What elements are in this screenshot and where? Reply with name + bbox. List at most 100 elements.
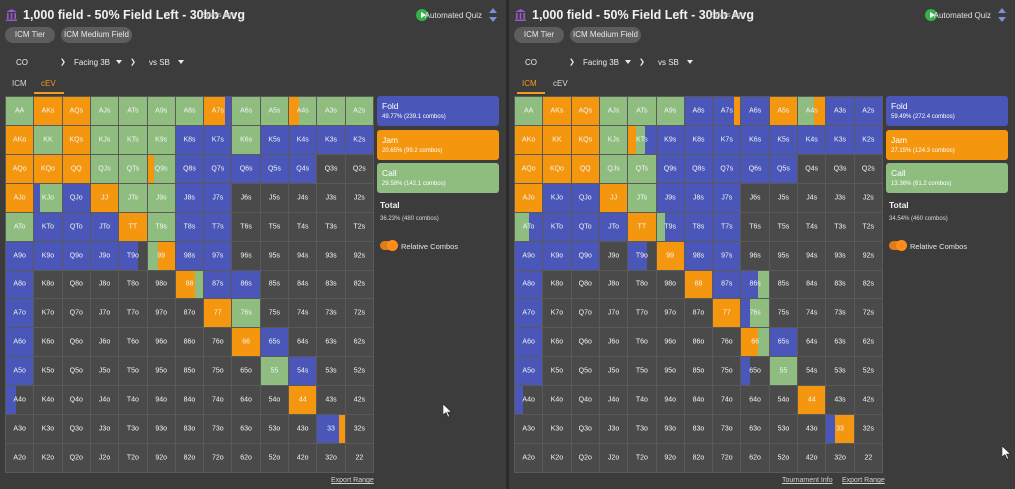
hand-cell-TT[interactable]: TT <box>119 212 147 241</box>
hand-cell-52s[interactable]: 52s <box>345 357 373 386</box>
hand-cell-85s[interactable]: 85s <box>769 270 798 299</box>
hand-cell-95s[interactable]: 95s <box>769 241 798 270</box>
hand-cell-87s[interactable]: 87s <box>713 270 741 299</box>
hand-cell-95s[interactable]: 95s <box>260 241 289 270</box>
hand-cell-A8s[interactable]: A8s <box>684 97 713 125</box>
hand-cell-A5s[interactable]: A5s <box>260 97 289 125</box>
hand-cell-A2o[interactable]: A2o <box>6 444 34 472</box>
hand-cell-J2o[interactable]: J2o <box>599 444 628 472</box>
hand-cell-J5s[interactable]: J5s <box>769 183 798 212</box>
hand-cell-J7o[interactable]: J7o <box>90 299 119 328</box>
hand-cell-Q2o[interactable]: Q2o <box>571 444 599 472</box>
hand-cell-K5s[interactable]: K5s <box>260 125 289 154</box>
hand-cell-96s[interactable]: 96s <box>232 241 260 270</box>
hand-cell-K6o[interactable]: K6o <box>543 328 571 357</box>
hand-cell-96o[interactable]: 96o <box>656 328 684 357</box>
hand-cell-55[interactable]: 55 <box>769 357 798 386</box>
hand-cell-J5o[interactable]: J5o <box>90 357 119 386</box>
hand-cell-K2s[interactable]: K2s <box>345 125 373 154</box>
hand-cell-93o[interactable]: 93o <box>656 415 684 444</box>
hand-cell-KK[interactable]: KK <box>543 125 571 154</box>
hand-cell-97s[interactable]: 97s <box>713 241 741 270</box>
hand-cell-J9o[interactable]: J9o <box>90 241 119 270</box>
hand-cell-82o[interactable]: 82o <box>175 444 204 472</box>
hand-cell-A5s[interactable]: A5s <box>769 97 798 125</box>
hand-cell-Q7o[interactable]: Q7o <box>62 299 90 328</box>
hand-cell-AJs[interactable]: AJs <box>599 97 628 125</box>
hand-cell-63o[interactable]: 63o <box>741 415 769 444</box>
hand-cell-Q3o[interactable]: Q3o <box>571 415 599 444</box>
hand-cell-K9o[interactable]: K9o <box>543 241 571 270</box>
hand-cell-A3o[interactable]: A3o <box>6 415 34 444</box>
hand-cell-T8o[interactable]: T8o <box>628 270 656 299</box>
hand-cell-92o[interactable]: 92o <box>656 444 684 472</box>
hand-cell-Q9o[interactable]: Q9o <box>62 241 90 270</box>
hand-cell-64o[interactable]: 64o <box>232 386 260 415</box>
hand-cell-J4s[interactable]: J4s <box>798 183 826 212</box>
hand-cell-A6o[interactable]: A6o <box>515 328 543 357</box>
hand-cell-K7s[interactable]: K7s <box>713 125 741 154</box>
tab-icm[interactable]: ICM <box>12 79 27 88</box>
sort-icon[interactable] <box>488 7 498 23</box>
hand-cell-Q4s[interactable]: Q4s <box>798 154 826 183</box>
hand-cell-QJs[interactable]: QJs <box>599 154 628 183</box>
hand-cell-96s[interactable]: 96s <box>741 241 769 270</box>
hand-cell-73s[interactable]: 73s <box>826 299 854 328</box>
hand-cell-K5o[interactable]: K5o <box>34 357 62 386</box>
hand-cell-J6o[interactable]: J6o <box>599 328 628 357</box>
hand-cell-J8o[interactable]: J8o <box>599 270 628 299</box>
hand-cell-54s[interactable]: 54s <box>798 357 826 386</box>
hand-cell-T7s[interactable]: T7s <box>204 212 232 241</box>
hand-cell-65o[interactable]: 65o <box>232 357 260 386</box>
hand-cell-K6s[interactable]: K6s <box>232 125 260 154</box>
action-select[interactable]: Facing 3B <box>583 58 620 67</box>
hand-cell-A7s[interactable]: A7s <box>713 97 741 125</box>
hand-cell-A9o[interactable]: A9o <box>6 241 34 270</box>
hand-cell-94s[interactable]: 94s <box>289 241 317 270</box>
hand-cell-A5o[interactable]: A5o <box>6 357 34 386</box>
hand-cell-J9s[interactable]: J9s <box>656 183 684 212</box>
hand-cell-94o[interactable]: 94o <box>147 386 175 415</box>
hand-cell-A8o[interactable]: A8o <box>6 270 34 299</box>
hand-cell-TT[interactable]: TT <box>628 212 656 241</box>
hand-cell-53s[interactable]: 53s <box>826 357 854 386</box>
hand-cell-Q9s[interactable]: Q9s <box>147 154 175 183</box>
hand-cell-Q5s[interactable]: Q5s <box>260 154 289 183</box>
hand-cell-64s[interactable]: 64s <box>798 328 826 357</box>
legend-fold[interactable]: Fold 59.49% (272.4 combos) <box>886 96 1008 126</box>
hand-cell-95o[interactable]: 95o <box>147 357 175 386</box>
hand-cell-K3o[interactable]: K3o <box>543 415 571 444</box>
hand-cell-97o[interactable]: 97o <box>656 299 684 328</box>
tab-cev[interactable]: cEV <box>41 79 56 88</box>
hand-cell-84o[interactable]: 84o <box>684 386 713 415</box>
hand-cell-J9s[interactable]: J9s <box>147 183 175 212</box>
hand-cell-97o[interactable]: 97o <box>147 299 175 328</box>
hand-cell-74o[interactable]: 74o <box>204 386 232 415</box>
hand-cell-A6s[interactable]: A6s <box>741 97 769 125</box>
tab-icm[interactable]: ICM <box>522 79 537 88</box>
legend-fold[interactable]: Fold 49.77% (239.1 combos) <box>377 96 499 126</box>
hand-cell-J3o[interactable]: J3o <box>599 415 628 444</box>
legend-jam[interactable]: Jam 20.65% (99.2 combos) <box>377 130 499 160</box>
hand-cell-33[interactable]: 33 <box>317 415 345 444</box>
hand-cell-72s[interactable]: 72s <box>854 299 882 328</box>
hand-cell-QJo[interactable]: QJo <box>571 183 599 212</box>
play-icon[interactable] <box>416 9 428 21</box>
tournament-info-link[interactable]: Tournament Info <box>782 477 833 484</box>
hand-cell-ATs[interactable]: ATs <box>628 97 656 125</box>
hand-cell-KJs[interactable]: KJs <box>90 125 119 154</box>
hand-cell-98s[interactable]: 98s <box>684 241 713 270</box>
hand-cell-T2o[interactable]: T2o <box>628 444 656 472</box>
opponent-select[interactable]: vs SB <box>149 58 170 67</box>
hand-cell-K4o[interactable]: K4o <box>543 386 571 415</box>
hand-cell-T2o[interactable]: T2o <box>119 444 147 472</box>
hand-cell-KQo[interactable]: KQo <box>34 154 62 183</box>
hand-cell-KJo[interactable]: KJo <box>34 183 62 212</box>
hand-cell-K8s[interactable]: K8s <box>175 125 204 154</box>
hand-cell-Q8o[interactable]: Q8o <box>62 270 90 299</box>
hand-cell-Q8o[interactable]: Q8o <box>571 270 599 299</box>
hand-cell-J5s[interactable]: J5s <box>260 183 289 212</box>
hand-cell-T8s[interactable]: T8s <box>175 212 204 241</box>
hand-cell-T6s[interactable]: T6s <box>741 212 769 241</box>
hand-cell-62s[interactable]: 62s <box>854 328 882 357</box>
